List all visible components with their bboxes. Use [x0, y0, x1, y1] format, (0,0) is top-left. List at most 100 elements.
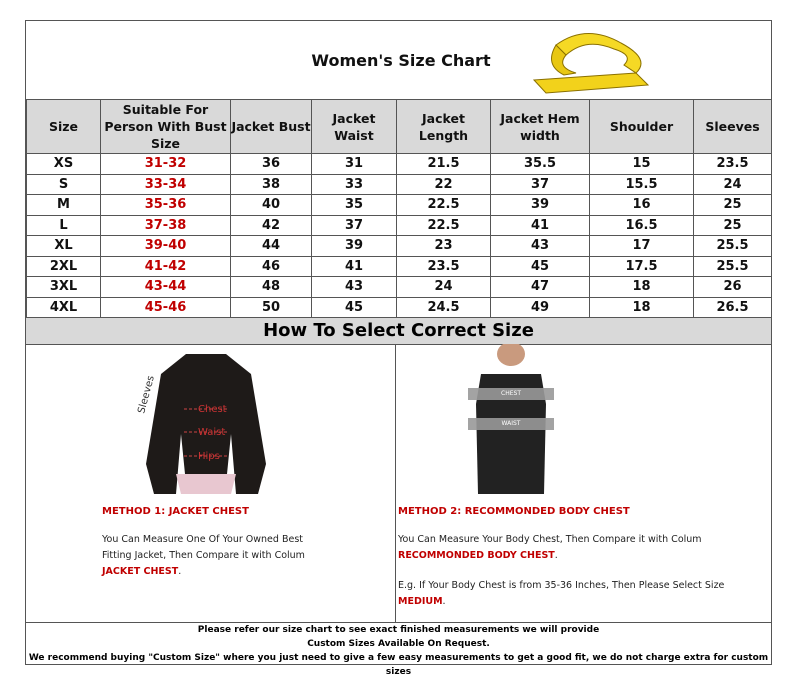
table-cell: 17.5 — [589, 255, 694, 277]
table-cell: 37 — [490, 173, 590, 195]
text: You Can Measure Your Body Chest, Then Co… — [398, 534, 702, 545]
method-text: You Can Measure One Of Your Owned Best F… — [102, 532, 322, 580]
method-title: METHOD 2: RECOMMONDED BODY CHEST — [398, 506, 630, 517]
table-cell: 25.5 — [693, 255, 772, 277]
table-body: XS 31-32 36 31 21.5 35.5 15 23.5 S 33-34 38 33 22 37 1… — [26, 153, 772, 318]
table-cell: 37-38 — [100, 214, 231, 236]
table-cell: 49 — [490, 296, 590, 318]
table-row: M 35-36 40 35 22.5 39 16 25 — [26, 194, 772, 216]
table-cell: 43 — [311, 276, 397, 298]
table-row: XL 39-40 44 39 23 43 17 25.5 — [26, 235, 772, 257]
table-cell: 15.5 — [589, 173, 694, 195]
method-text: You Can Measure Your Body Chest, Then Co… — [398, 532, 728, 564]
highlight: RECOMMONDED BODY CHEST — [398, 550, 555, 561]
tape-measure-icon — [532, 33, 650, 94]
table-cell: 23 — [396, 235, 491, 257]
header-cell: Jacket Length — [396, 99, 491, 154]
section-title: How To Select Correct Size — [26, 317, 771, 345]
method-example: E.g. If Your Body Chest is from 35-36 In… — [398, 578, 728, 610]
table-cell: 25.5 — [693, 235, 772, 257]
header-cell: Jacket Bust — [230, 99, 312, 154]
table-cell: 43 — [490, 235, 590, 257]
table-cell: 39 — [490, 194, 590, 216]
table-row: 2XL 41-42 46 41 23.5 45 17.5 25.5 — [26, 255, 772, 277]
table-cell: 43-44 — [100, 276, 231, 298]
title: Women's Size Chart — [311, 51, 491, 70]
table-cell: 31 — [311, 153, 397, 175]
jacket-illustration: Sleeves Chest Waist Hips — [136, 354, 266, 494]
table-cell: 24.5 — [396, 296, 491, 318]
text: You Can Measure One Of Your Owned Best F… — [102, 534, 305, 561]
method-title: METHOD 1: JACKET CHEST — [102, 506, 249, 517]
table-cell: 22.5 — [396, 194, 491, 216]
table-cell: 36 — [230, 153, 312, 175]
table-cell: 23.5 — [693, 153, 772, 175]
suffix: . — [178, 566, 182, 577]
size-chart: Women's Size Chart Size Suitable For Pers… — [25, 20, 772, 677]
table-cell: 35.5 — [490, 153, 590, 175]
table-cell: 45 — [490, 255, 590, 277]
table-cell: 2XL — [26, 255, 101, 277]
table-cell: 44 — [230, 235, 312, 257]
body-label: CHEST — [501, 390, 521, 397]
jacket-label: Hips — [198, 451, 220, 462]
header-cell: Jacket Hem width — [490, 99, 590, 154]
header-cell: Size — [26, 99, 101, 154]
table-cell: 22 — [396, 173, 491, 195]
size-table: Size Suitable For Person With Bust Size Ja… — [26, 99, 772, 318]
body-illustration: CHEST WAIST — [468, 344, 554, 494]
table-cell: 41-42 — [100, 255, 231, 277]
table-cell: 18 — [589, 276, 694, 298]
footer-line: Please refer our size chart to see exact… — [197, 625, 600, 635]
table-cell: 31-32 — [100, 153, 231, 175]
table-cell: 35 — [311, 194, 397, 216]
footer-line: Custom Sizes Available On Request. — [307, 639, 490, 649]
table-cell: 25 — [693, 194, 772, 216]
table-row: L 37-38 42 37 22.5 41 16.5 25 — [26, 214, 772, 236]
table-cell: S — [26, 173, 101, 195]
jacket-label: Chest — [198, 404, 227, 415]
table-cell: 39 — [311, 235, 397, 257]
table-cell: 35-36 — [100, 194, 231, 216]
header-cell: Suitable For Person With Bust Size — [100, 99, 231, 154]
table-cell: 41 — [311, 255, 397, 277]
header-cell: Sleeves — [693, 99, 772, 154]
table-cell: 37 — [311, 214, 397, 236]
suffix: . — [442, 596, 446, 607]
highlight: MEDIUM — [398, 596, 443, 607]
table-row: 4XL 45-46 50 45 24.5 49 18 26.5 — [26, 296, 772, 318]
method1-panel: Sleeves Chest Waist Hips METHOD 1: JACKE… — [26, 344, 396, 622]
jacket-label: Sleeves — [136, 375, 157, 415]
header-row: Size Suitable For Person With Bust Size Ja… — [26, 99, 772, 154]
table-cell: 16.5 — [589, 214, 694, 236]
table-cell: 25 — [693, 214, 772, 236]
table-cell: 40 — [230, 194, 312, 216]
table-cell: L — [26, 214, 101, 236]
jacket-label: Waist — [198, 427, 225, 438]
table-cell: M — [26, 194, 101, 216]
table-cell: 24 — [693, 173, 772, 195]
table-cell: 39-40 — [100, 235, 231, 257]
table-cell: 50 — [230, 296, 312, 318]
suffix: . — [554, 550, 558, 561]
title-area: Women's Size Chart — [26, 21, 771, 100]
table-cell: 47 — [490, 276, 590, 298]
table-cell: XS — [26, 153, 101, 175]
table-row: 3XL 43-44 48 43 24 47 18 26 — [26, 276, 772, 298]
table-cell: 16 — [589, 194, 694, 216]
table-cell: 17 — [589, 235, 694, 257]
table-cell: 46 — [230, 255, 312, 277]
table-cell: 18 — [589, 296, 694, 318]
text: E.g. If Your Body Chest is from 35-36 In… — [398, 580, 725, 591]
table-cell: 3XL — [26, 276, 101, 298]
table-cell: 4XL — [26, 296, 101, 318]
table-cell: 24 — [396, 276, 491, 298]
table-cell: 26 — [693, 276, 772, 298]
highlight: JACKET CHEST — [102, 566, 179, 577]
table-cell: XL — [26, 235, 101, 257]
table-cell: 42 — [230, 214, 312, 236]
footer: Please refer our size chart to see exact… — [26, 622, 771, 677]
body-label: WAIST — [502, 420, 521, 427]
table-row: S 33-34 38 33 22 37 15.5 24 — [26, 173, 772, 195]
